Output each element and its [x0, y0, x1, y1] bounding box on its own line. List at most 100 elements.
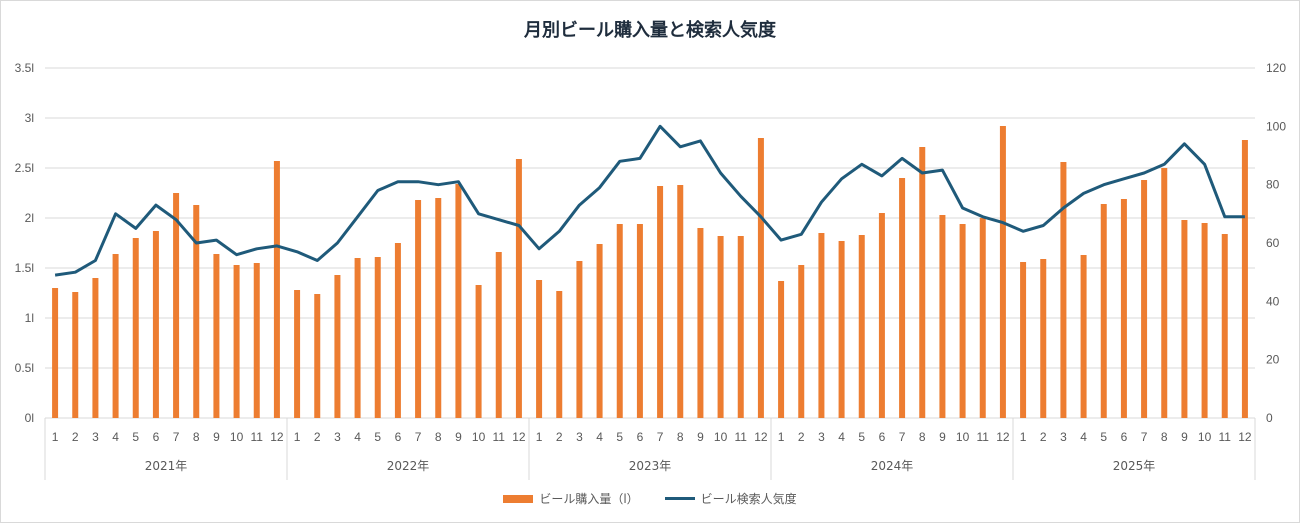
y-left-tick-label: 0.5l	[15, 361, 34, 375]
legend-item-line: ビール検索人気度	[664, 490, 797, 507]
bar	[394, 243, 401, 418]
bar	[1201, 223, 1208, 418]
bar	[939, 215, 946, 418]
x-month-label: 3	[576, 430, 583, 444]
y-right-tick-label: 80	[1266, 178, 1280, 192]
x-month-label: 3	[92, 430, 99, 444]
legend-item-bars: ビール購入量（l）	[503, 490, 639, 507]
x-month-label: 10	[714, 430, 728, 444]
x-month-label: 1	[778, 430, 785, 444]
x-month-label: 10	[230, 430, 244, 444]
bar	[778, 281, 785, 418]
x-month-label: 9	[697, 430, 704, 444]
x-month-label: 10	[472, 430, 486, 444]
bar	[979, 218, 986, 418]
y-left-tick-label: 3l	[25, 111, 34, 125]
bar	[1060, 162, 1067, 418]
x-month-label: 4	[112, 430, 119, 444]
bar	[273, 161, 280, 418]
x-month-label: 11	[493, 430, 506, 444]
bar	[213, 254, 220, 418]
legend-swatch-bar	[503, 494, 534, 503]
bar	[1241, 140, 1248, 418]
x-month-label: 1	[536, 430, 543, 444]
left-axis-ticks: 0l 0.5l 1l 1.5l 2l 2.5l 3l 3.5l	[15, 61, 34, 425]
x-month-label: 1	[294, 430, 301, 444]
bar	[455, 184, 462, 418]
bar	[999, 126, 1006, 418]
y-left-tick-label: 0l	[25, 411, 34, 425]
bar	[374, 257, 381, 418]
x-year-label: 2023年	[629, 459, 672, 473]
x-month-label: 2	[72, 430, 79, 444]
x-month-label: 2	[1040, 430, 1047, 444]
x-month-label: 4	[838, 430, 845, 444]
x-month-label: 9	[1181, 430, 1188, 444]
x-month-label: 2	[314, 430, 321, 444]
y-right-tick-label: 20	[1266, 353, 1280, 367]
bar	[354, 258, 361, 418]
bar	[253, 263, 260, 418]
bar	[1120, 199, 1127, 418]
x-month-label: 9	[939, 430, 946, 444]
bar	[1141, 180, 1148, 418]
legend-label-bars: ビール購入量（l）	[539, 492, 639, 506]
y-right-tick-label: 120	[1266, 61, 1286, 75]
bar	[677, 185, 684, 418]
x-month-label: 5	[374, 430, 381, 444]
x-month-label: 3	[1060, 430, 1067, 444]
x-month-label: 9	[213, 430, 220, 444]
x-month-label: 5	[1100, 430, 1107, 444]
bar	[657, 186, 664, 418]
x-month-label: 10	[1198, 430, 1212, 444]
bar	[173, 193, 180, 418]
bar	[798, 265, 805, 418]
legend: ビール購入量（l） ビール検索人気度	[0, 490, 1300, 507]
bar	[878, 213, 885, 418]
bar	[233, 265, 240, 418]
y-left-tick-label: 2.5l	[15, 161, 34, 175]
bar	[1181, 220, 1188, 418]
right-axis-ticks: 0 20 40 60 80 100 120	[1266, 61, 1286, 425]
y-left-tick-label: 1.5l	[15, 261, 34, 275]
x-month-label: 7	[657, 430, 664, 444]
bar	[1020, 262, 1027, 418]
x-month-label: 11	[977, 430, 990, 444]
bar	[636, 224, 643, 418]
x-month-label: 12	[1238, 430, 1252, 444]
line-series	[54, 124, 1245, 277]
bar	[1080, 255, 1087, 418]
x-month-label: 5	[858, 430, 865, 444]
x-month-label: 1	[1020, 430, 1027, 444]
x-month-label: 2	[798, 430, 805, 444]
x-month-label: 8	[677, 430, 684, 444]
x-month-label: 7	[415, 430, 422, 444]
y-right-tick-label: 60	[1266, 236, 1280, 250]
bar	[1221, 234, 1228, 418]
bar	[818, 233, 825, 418]
bar	[838, 241, 845, 418]
x-axis: 1 2 3 4 5 6 7 8 9 10 11 12 1 2 3 4 5 6 7 8 9 10 11 12 1 2 3 4 5 6 7 8 9 1…	[44, 418, 1256, 480]
bar	[334, 275, 341, 418]
x-month-label: 8	[919, 430, 926, 444]
bar	[132, 238, 139, 418]
bar	[92, 278, 99, 418]
x-month-label: 3	[334, 430, 341, 444]
x-month-label: 6	[153, 430, 160, 444]
bar	[72, 292, 79, 418]
x-month-label: 9	[455, 430, 462, 444]
x-month-label: 11	[735, 430, 748, 444]
bar	[152, 231, 159, 418]
x-month-label: 6	[637, 430, 644, 444]
y-right-tick-label: 0	[1266, 411, 1273, 425]
bar	[536, 280, 543, 418]
bar	[737, 236, 744, 418]
x-month-label: 11	[251, 430, 264, 444]
bar	[757, 138, 764, 418]
y-right-tick-label: 40	[1266, 294, 1280, 308]
x-year-label: 2021年	[145, 459, 188, 473]
x-month-label: 8	[435, 430, 442, 444]
bar	[294, 290, 301, 418]
bar	[717, 236, 724, 418]
x-month-label: 8	[1161, 430, 1168, 444]
